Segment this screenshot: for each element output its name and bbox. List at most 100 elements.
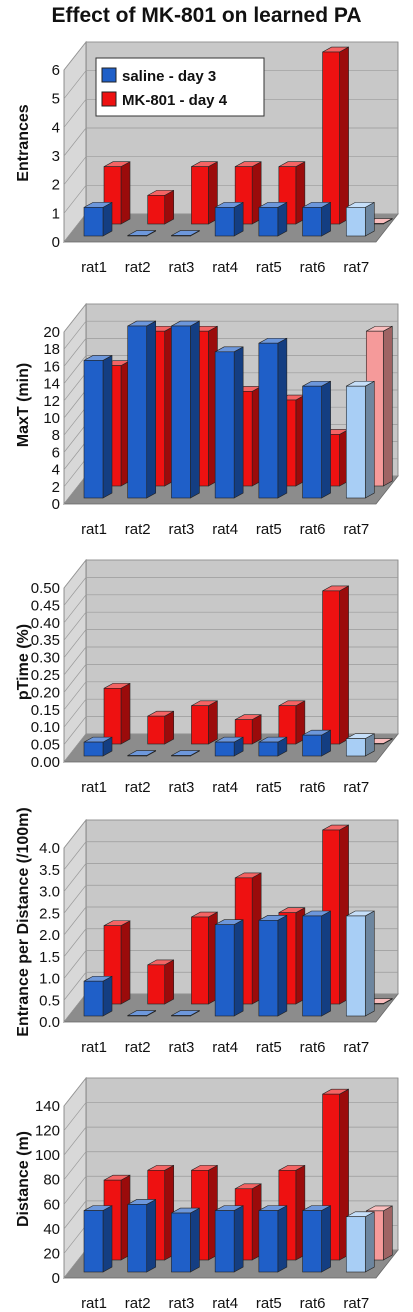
y-tick-label: 0.5 xyxy=(39,992,60,1009)
x-tick-label: rat6 xyxy=(300,259,326,276)
gridline-side xyxy=(63,99,87,128)
bar-saline-rat5 xyxy=(258,736,288,757)
bar-saline-rat3 xyxy=(171,230,200,237)
gridline-side xyxy=(63,338,87,367)
gridline-side xyxy=(63,993,87,1023)
y-tick-label: 0.15 xyxy=(31,702,60,719)
bar-saline-rat5 xyxy=(258,1205,288,1273)
y-tick-label: 6 xyxy=(52,62,60,79)
x-tick-label: rat5 xyxy=(256,521,282,538)
x-tick-label: rat1 xyxy=(81,1039,107,1056)
y-tick-label: 2 xyxy=(52,177,60,194)
chart-entrance-per-distance: 0.0 0.5 1.0 1.5 2.0 2.5 3.0 3.5 4.0 rat1 rat2 rat3 r… xyxy=(39,818,399,1056)
bar-saline-rat6 xyxy=(302,729,331,757)
gridline-side xyxy=(63,611,87,641)
gridline-side xyxy=(63,185,87,214)
y-tick-label: 0.40 xyxy=(31,615,60,632)
chart-panel-ptime: pTime (%) 0.00 0.05 0.10 0.15 0.20 0.25 0.30 0.… xyxy=(0,548,413,796)
gridline-side xyxy=(63,841,87,870)
legend-swatch-mk801 xyxy=(101,91,117,107)
y-tick-label: 0.05 xyxy=(31,737,60,754)
y-tick-label: 0.10 xyxy=(31,719,60,736)
x-tick-label: rat1 xyxy=(81,1295,107,1312)
chart-panel-entrance-per-distance: Entrance per Distance (/100m) 0.0 0.5 1.0 1… xyxy=(0,806,413,1056)
y-tick-label: 0.20 xyxy=(31,684,60,701)
gridline-side xyxy=(63,475,87,505)
legend: saline - day 3 MK-801 - day 4 xyxy=(95,57,265,117)
bar-saline-rat4 xyxy=(214,1205,244,1273)
bar-mk801-rat2 xyxy=(147,189,175,225)
bar-mk801-rat3 xyxy=(191,161,218,225)
bar-saline-rat1 xyxy=(83,354,113,499)
bar-saline-rat4 xyxy=(214,201,244,237)
bar-mk801-rat3 xyxy=(191,700,218,745)
gridline-side xyxy=(63,559,87,589)
gridline-side xyxy=(63,1200,87,1230)
x-tick-label: rat6 xyxy=(300,521,326,538)
bar-saline-rat7 xyxy=(345,201,375,237)
gridline-side xyxy=(63,577,87,606)
y-tick-label: 100 xyxy=(35,1147,60,1164)
y-tick-label: 0.00 xyxy=(31,754,60,771)
bar-saline-rat7 xyxy=(345,910,375,1017)
chart-panel-entrances: Entrances 0 1 2 3 4 5 6 rat1 rat2 rat3 rat4 rat5 rat… xyxy=(0,28,413,278)
bar-saline-rat3 xyxy=(171,320,200,499)
bar-saline-rat6 xyxy=(302,1205,331,1273)
bar-saline-rat2 xyxy=(127,320,157,499)
x-tick-label: rat2 xyxy=(125,521,151,538)
gridline-side xyxy=(63,733,87,763)
bar-saline-rat4 xyxy=(214,736,244,757)
y-tick-label: 80 xyxy=(43,1172,60,1189)
y-tick-label: 20 xyxy=(43,1245,60,1262)
bar-saline-rat5 xyxy=(258,337,288,499)
y-tick-label: 6 xyxy=(52,444,60,461)
x-tick-label: rat7 xyxy=(343,1295,369,1312)
bar-mk801-rat1 xyxy=(103,682,131,745)
x-tick-label: rat7 xyxy=(343,1039,369,1056)
gridline-side xyxy=(63,906,87,936)
y-tick-label: 1 xyxy=(52,205,60,222)
legend-swatch-saline xyxy=(101,67,117,83)
y-tick-label: 5 xyxy=(52,91,60,108)
x-tick-label: rat3 xyxy=(168,259,194,276)
y-tick-label: 12 xyxy=(43,393,60,410)
gridline-side xyxy=(63,698,87,728)
chart-distance: 0 20 40 60 80 100 120 140 rat1 rat2 rat3 rat4 rat5 ra… xyxy=(35,1076,399,1312)
gridline-side xyxy=(63,863,87,892)
gridline-side xyxy=(63,41,87,71)
x-tick-label: rat4 xyxy=(212,779,238,796)
bar-saline-rat1 xyxy=(83,975,113,1017)
y-tick-label: 0.35 xyxy=(31,632,60,649)
y-tick-label: 16 xyxy=(43,358,60,375)
gridline-side xyxy=(63,127,87,157)
bar-mk801-rat3 xyxy=(191,911,218,1005)
y-tick-label: 0.45 xyxy=(31,597,60,614)
gridline-side xyxy=(63,664,87,693)
bar-saline-rat2 xyxy=(127,1198,157,1273)
bar-saline-rat3 xyxy=(171,750,200,757)
gridline-side xyxy=(63,716,87,745)
gridline-side xyxy=(63,458,87,488)
y-tick-label: 1.0 xyxy=(39,971,60,988)
y-tick-label: 3 xyxy=(52,148,60,165)
gridline-side xyxy=(63,320,87,350)
y-tick-label: 2 xyxy=(52,479,60,496)
bar-saline-rat6 xyxy=(302,910,331,1017)
gridline-side xyxy=(63,819,87,849)
y-tick-label: 140 xyxy=(35,1098,60,1115)
gridline-side xyxy=(63,594,87,624)
legend-label-saline: saline - day 3 xyxy=(122,68,216,85)
gridline-side xyxy=(63,885,87,914)
x-tick-label: rat5 xyxy=(256,779,282,796)
y-tick-label: 4 xyxy=(52,462,60,479)
bar-mk801-rat6 xyxy=(322,585,349,745)
y-tick-label: 2.0 xyxy=(39,927,60,944)
y-tick-label: 0 xyxy=(52,234,60,251)
gridline-side xyxy=(63,928,87,957)
bar-saline-rat6 xyxy=(302,380,331,499)
bar-saline-rat3 xyxy=(171,1010,200,1017)
y-tick-label: 10 xyxy=(43,410,60,427)
bar-saline-rat4 xyxy=(214,346,244,499)
x-tick-label: rat2 xyxy=(125,779,151,796)
